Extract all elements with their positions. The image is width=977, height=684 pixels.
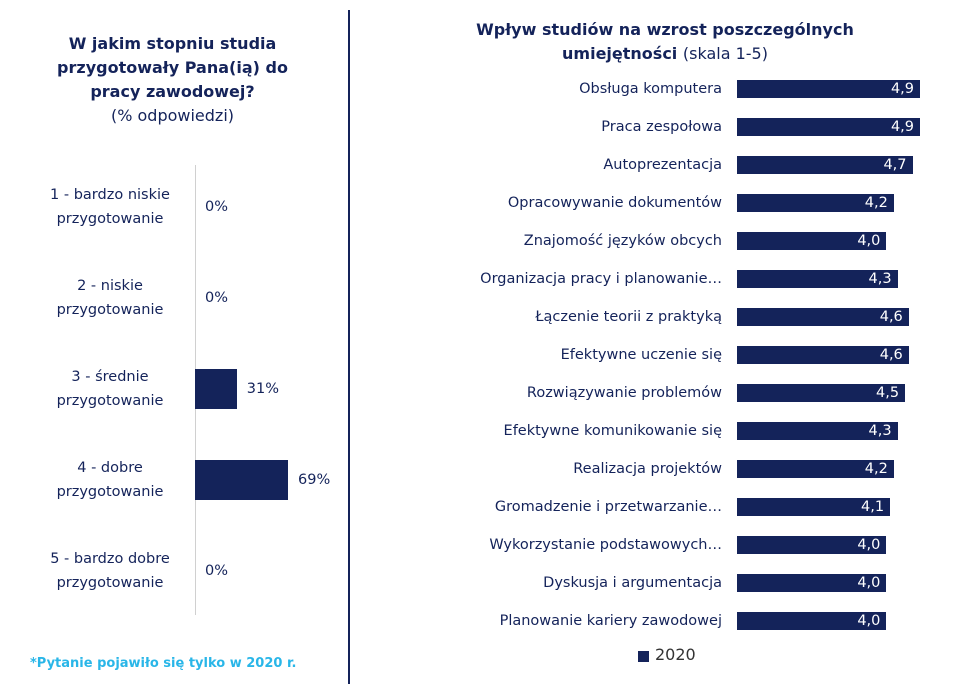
category-label: Praca zespołowa	[601, 119, 722, 135]
bar	[737, 118, 920, 136]
category-label: Autoprezentacja	[603, 157, 722, 173]
bar	[737, 270, 898, 288]
value-label: 0%	[205, 563, 229, 579]
value-label: 0%	[205, 199, 229, 215]
bar	[737, 80, 920, 98]
bar	[737, 194, 894, 212]
category-label: Opracowywanie dokumentów	[507, 195, 722, 211]
bar	[737, 346, 909, 364]
value-label: 4,3	[868, 423, 892, 439]
category-label: Rozwiązywanie problemów	[526, 385, 722, 401]
value-label: 4,0	[857, 537, 881, 553]
bar	[737, 498, 891, 516]
value-label: 4,0	[857, 575, 881, 591]
category-label: Efektywne uczenie się	[560, 347, 722, 363]
left-title: W jakim stopniu studia przygotowały Pana…	[45, 32, 300, 128]
category-label: Planowanie kariery zawodowej	[499, 613, 722, 629]
value-label: 69%	[298, 472, 331, 488]
value-label: 4,6	[879, 347, 903, 363]
category-label: 2 - niskie przygotowanie	[56, 278, 164, 318]
category-label: Organizacja pracy i planowanie…	[480, 271, 722, 287]
legend-swatch	[638, 651, 649, 662]
category-label: Wykorzystanie podstawowych…	[489, 537, 722, 553]
legend-label: 2020	[655, 645, 696, 664]
bar	[737, 156, 913, 174]
value-label: 0%	[205, 290, 229, 306]
subtitle: (% odpowiedzi)	[110, 106, 235, 125]
bar	[737, 574, 887, 592]
category-label: 5 - bardzo dobre przygotowanie	[50, 551, 170, 591]
value-label: 4,3	[868, 271, 892, 287]
value-label: 4,5	[875, 385, 900, 401]
bar	[737, 308, 909, 326]
category-label: Obsługa komputera	[579, 81, 722, 97]
value-label: 4,9	[890, 81, 914, 97]
category-label: 4 - dobre przygotowanie	[56, 460, 164, 500]
category-label: Gromadzenie i przetwarzanie…	[494, 499, 722, 515]
category-label: Realizacja projektów	[573, 461, 722, 477]
category-label: 1 - bardzo niskie przygotowanie	[50, 187, 170, 227]
footnote: *Pytanie pojawiło się tylko w 2020 r.	[30, 656, 297, 671]
category-label: Łączenie teorii z praktyką	[535, 309, 722, 325]
bar	[195, 460, 288, 500]
category-label: Znajomość języków obcych	[523, 233, 722, 249]
value-label: 4,6	[879, 309, 903, 325]
bar	[195, 369, 237, 409]
bar	[737, 384, 906, 402]
right-title: Wpływ studiów na wzrost poszczególnych u…	[420, 18, 910, 66]
bar	[737, 232, 887, 250]
category-label: Efektywne komunikowanie się	[503, 423, 722, 439]
bar	[737, 536, 887, 554]
bar	[737, 460, 894, 478]
value-label: 4,0	[857, 233, 881, 249]
value-label: 4,7	[883, 157, 907, 173]
divider	[348, 10, 350, 684]
title: Wpływ studiów na wzrost poszczególnych u…	[476, 20, 854, 63]
value-label: 4,1	[861, 499, 885, 515]
bar	[737, 612, 887, 630]
value-label: 31%	[246, 381, 280, 397]
title: W jakim stopniu studia przygotowały Pana…	[57, 34, 288, 101]
value-label: 4,2	[864, 195, 888, 211]
value-label: 4,2	[864, 461, 888, 477]
bar	[737, 422, 898, 440]
category-label: 3 - średnie przygotowanie	[56, 369, 164, 409]
subtitle: (skala 1-5)	[682, 44, 768, 63]
category-label: Dyskusja i argumentacja	[543, 575, 722, 591]
value-label: 4,0	[857, 613, 881, 629]
value-label: 4,9	[890, 119, 914, 135]
